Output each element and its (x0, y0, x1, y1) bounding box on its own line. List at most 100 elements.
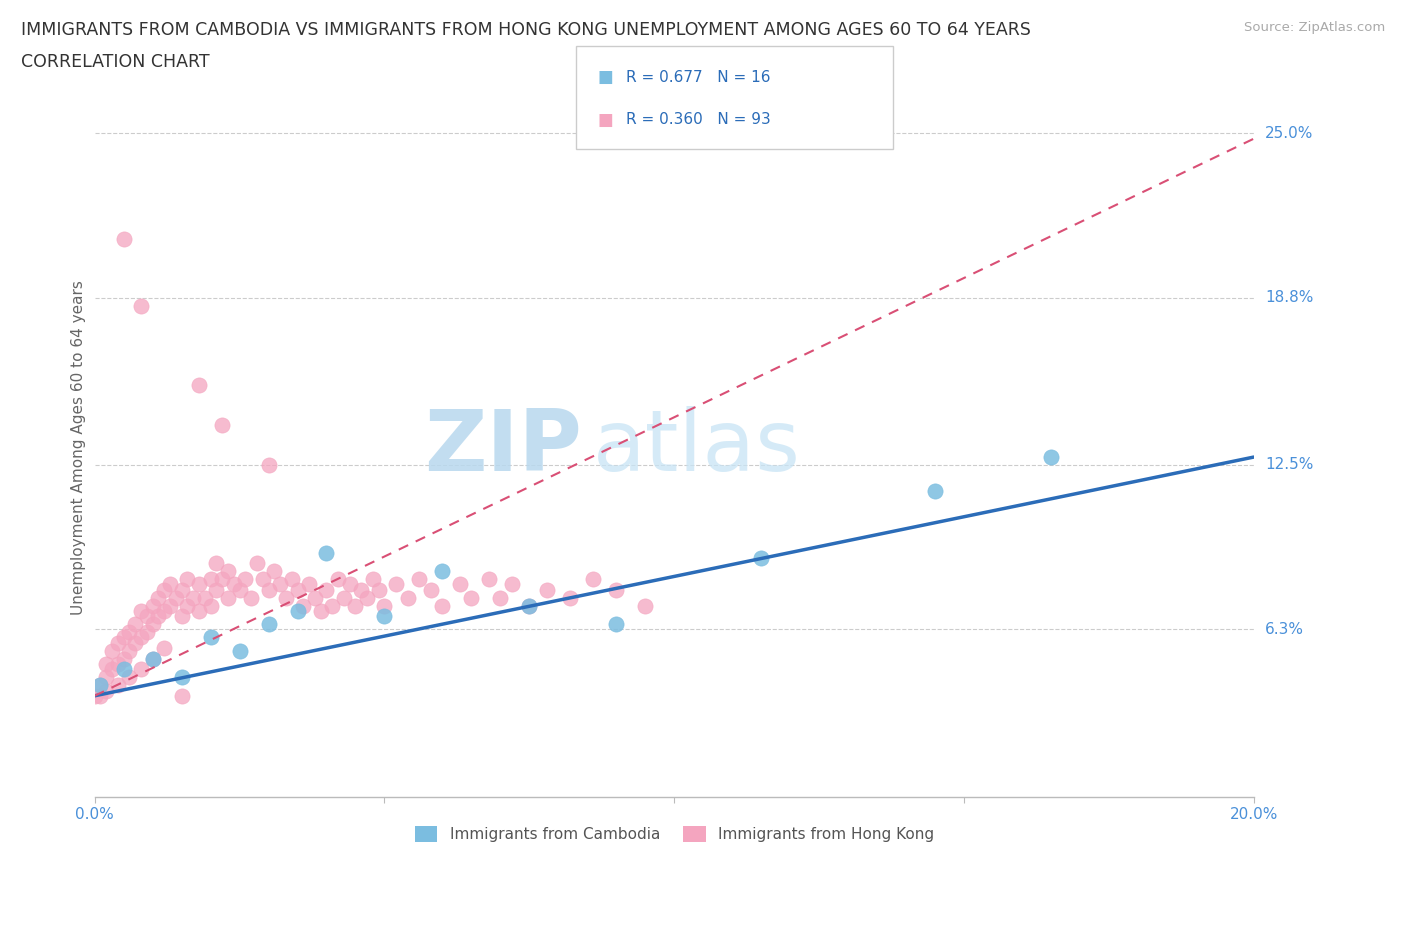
Point (373, 609, 395, 624)
Point (489, 591, 512, 605)
Point (135, 625, 157, 640)
Point (89, 688, 111, 703)
Point (246, 556, 269, 571)
Point (605, 617, 627, 631)
Point (107, 657, 129, 671)
Point (181, 591, 204, 605)
Point (460, 591, 482, 605)
Point (96, 657, 118, 671)
Point (228, 582, 250, 597)
Point (129, 604, 152, 618)
Point (187, 577, 209, 591)
Point (112, 232, 135, 246)
Point (634, 598, 657, 613)
Point (361, 572, 384, 587)
Point (83, 688, 105, 703)
Text: atlas: atlas (593, 406, 801, 489)
Point (124, 617, 146, 631)
Point (558, 591, 581, 605)
Point (142, 617, 165, 631)
Point (1040, 449, 1063, 464)
Text: ZIP: ZIP (423, 406, 582, 489)
Point (396, 591, 419, 605)
Point (287, 582, 309, 597)
Point (252, 572, 274, 587)
Point (280, 572, 302, 587)
Point (129, 630, 152, 644)
Text: ■: ■ (598, 68, 613, 86)
Point (205, 582, 228, 597)
Point (367, 582, 389, 597)
Point (304, 591, 326, 605)
Point (356, 591, 378, 605)
Point (432, 564, 454, 578)
Text: 6.3%: 6.3% (1265, 622, 1305, 637)
Point (89, 678, 111, 693)
Point (205, 556, 228, 571)
Point (118, 625, 141, 640)
Point (159, 598, 181, 613)
Text: R = 0.677   N = 16: R = 0.677 N = 16 (626, 70, 770, 85)
Point (200, 630, 222, 644)
Point (153, 582, 176, 597)
Point (200, 598, 222, 613)
Point (298, 577, 321, 591)
Text: R = 0.360   N = 93: R = 0.360 N = 93 (626, 113, 770, 127)
Point (89, 678, 111, 693)
Point (217, 591, 239, 605)
Point (176, 598, 198, 613)
Point (170, 609, 193, 624)
Point (924, 484, 946, 498)
Text: 25.0%: 25.0% (1265, 126, 1313, 140)
Point (339, 577, 361, 591)
Text: 12.5%: 12.5% (1265, 458, 1313, 472)
Point (107, 678, 129, 693)
Point (159, 577, 181, 591)
Point (240, 591, 263, 605)
Point (124, 635, 146, 650)
Point (153, 604, 176, 618)
Text: ■: ■ (598, 111, 613, 129)
Point (170, 582, 193, 597)
Point (200, 572, 222, 587)
Point (257, 458, 280, 472)
Point (148, 609, 170, 624)
Point (142, 651, 165, 666)
Point (96, 683, 118, 698)
Point (315, 582, 337, 597)
Point (129, 299, 152, 313)
Point (112, 662, 135, 677)
Point (96, 670, 118, 684)
Point (449, 577, 471, 591)
Point (326, 572, 349, 587)
Point (257, 617, 280, 631)
Point (211, 572, 233, 587)
Point (287, 604, 309, 618)
Point (129, 662, 152, 677)
Point (501, 577, 523, 591)
Point (142, 598, 165, 613)
Point (135, 609, 157, 624)
Text: 18.8%: 18.8% (1265, 290, 1313, 305)
Point (217, 564, 239, 578)
Point (582, 572, 605, 587)
Point (263, 564, 285, 578)
Point (432, 598, 454, 613)
Point (222, 577, 245, 591)
Point (373, 598, 395, 613)
Point (419, 582, 441, 597)
Point (233, 572, 256, 587)
Point (269, 577, 291, 591)
Text: IMMIGRANTS FROM CAMBODIA VS IMMIGRANTS FROM HONG KONG UNEMPLOYMENT AMONG AGES 60: IMMIGRANTS FROM CAMBODIA VS IMMIGRANTS F… (21, 21, 1031, 39)
Point (519, 598, 541, 613)
Point (292, 598, 315, 613)
Legend: Immigrants from Cambodia, Immigrants from Hong Kong: Immigrants from Cambodia, Immigrants fro… (408, 820, 941, 848)
Point (536, 582, 558, 597)
Point (187, 378, 209, 392)
Point (385, 577, 408, 591)
Point (228, 644, 250, 658)
Point (519, 598, 541, 613)
Point (112, 630, 135, 644)
Point (751, 551, 773, 565)
Point (350, 582, 373, 597)
